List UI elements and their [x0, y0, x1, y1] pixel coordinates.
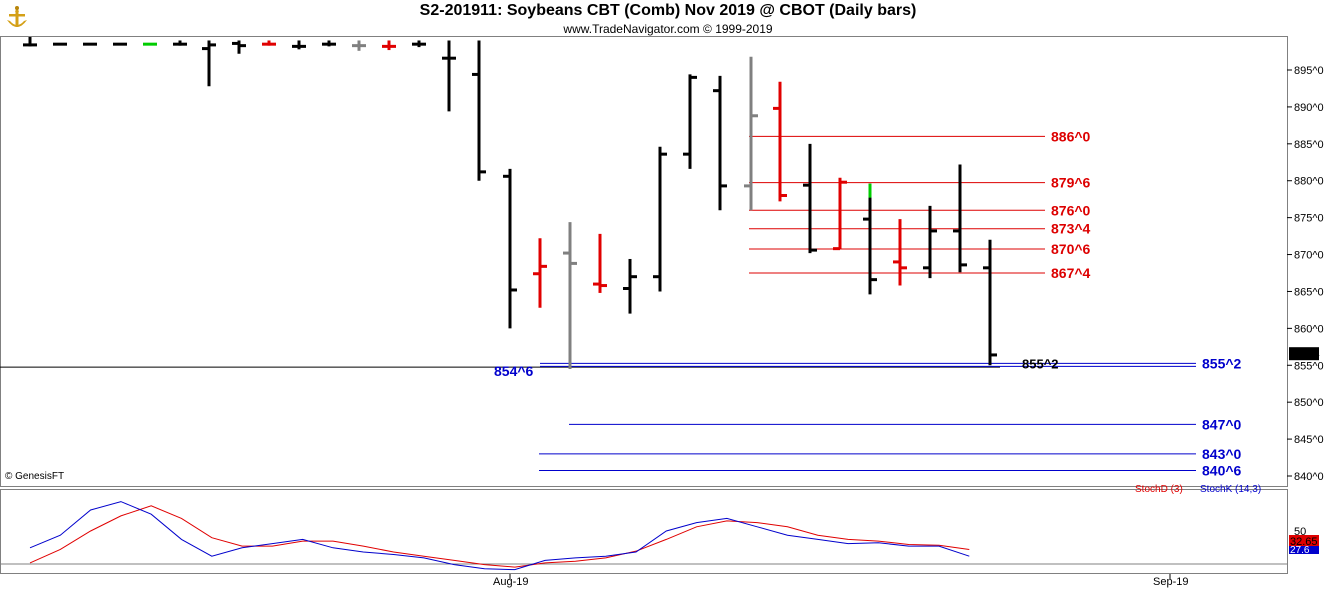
price-bar	[593, 233, 607, 293]
price-bar	[803, 143, 817, 254]
y-tick-label: 870^0	[1294, 250, 1324, 262]
y-tick-label: 840^0	[1294, 471, 1324, 483]
price-bar	[442, 40, 456, 112]
price-bar	[533, 238, 547, 308]
price-bar	[83, 42, 97, 46]
price-bar	[412, 40, 426, 48]
x-axis: Aug-19 Sep-19	[493, 574, 1188, 588]
price-bar	[262, 40, 276, 46]
y-tick-label: 865^0	[1294, 286, 1324, 298]
price-bar	[232, 40, 246, 54]
price-bars	[23, 37, 997, 369]
price-bar	[893, 219, 907, 286]
y-tick-label: 880^0	[1294, 176, 1324, 188]
stoch-d-value: 32.65	[1290, 536, 1318, 548]
price-bar	[322, 40, 336, 47]
price-bar	[202, 40, 216, 87]
red-level-label: 879^6	[1051, 175, 1091, 191]
price-bar	[653, 146, 667, 292]
price-bar	[863, 183, 877, 295]
red-level-label: 873^4	[1051, 221, 1091, 237]
price-bar	[623, 258, 637, 314]
price-bar	[53, 42, 67, 46]
red-level-label: 867^4	[1051, 265, 1091, 281]
chart-title: S2-201911: Soybeans CBT (Comb) Nov 2019 …	[419, 2, 917, 19]
y-tick-label: 860^0	[1294, 323, 1324, 335]
x-tick-label: Aug-19	[493, 576, 528, 588]
y-tick-label: 895^0	[1294, 65, 1324, 77]
trade-navigator-logo-icon	[4, 4, 30, 37]
stoch-d-value-box	[1289, 535, 1319, 547]
price-bar	[923, 205, 937, 279]
price-bar	[683, 74, 697, 169]
price-bar	[23, 37, 37, 47]
price-panel-frame	[0, 36, 1288, 487]
copyright-label: © GenesisFT	[5, 471, 64, 482]
y-tick-label: 885^0	[1294, 139, 1324, 151]
low-level-label: 854^6	[494, 363, 534, 379]
last-price-box	[1289, 347, 1319, 361]
legend-stoch-d: StochD (3)	[1135, 484, 1183, 495]
price-bar	[833, 177, 847, 251]
price-bar	[292, 40, 306, 50]
price-bar	[472, 40, 486, 181]
price-bar	[143, 42, 157, 46]
blue-level-label: 847^0	[1202, 416, 1242, 432]
y-tick-label: 850^0	[1294, 397, 1324, 409]
price-bar	[173, 40, 187, 46]
price-bar	[983, 239, 997, 366]
price-bar	[113, 42, 127, 46]
y-tick-label: 845^0	[1294, 434, 1324, 446]
price-bar	[953, 164, 967, 273]
price-bar	[713, 75, 727, 211]
blue-level-label: 843^0	[1202, 446, 1242, 462]
stoch-k-line	[29, 501, 970, 571]
y-tick-label: 855^0	[1294, 360, 1324, 372]
stoch-d-line	[29, 505, 970, 568]
chart-subtitle: www.TradeNavigator.com © 1999-2019	[563, 22, 773, 36]
y-tick-label: 890^0	[1294, 102, 1324, 114]
stoch-k-value-box	[1289, 546, 1319, 554]
stoch-panel-frame	[0, 489, 1288, 574]
low-level-label-right: 855^2	[1022, 356, 1059, 371]
price-bar	[773, 81, 787, 202]
red-level-label: 886^0	[1051, 128, 1091, 144]
last-price-label: 856^4	[1290, 349, 1320, 361]
red-level-label: 870^6	[1051, 241, 1091, 257]
price-bar	[382, 40, 396, 51]
blue-level-label: 840^6	[1202, 462, 1242, 478]
price-axis: 895^0 890^0 885^0 880^0 875^0 870^0 865^0 860^0…	[1287, 65, 1324, 483]
price-bar	[563, 222, 577, 369]
y-tick-label: 875^0	[1294, 213, 1324, 225]
stoch-k-value: 27.6	[1290, 545, 1310, 556]
price-bar	[352, 40, 366, 51]
price-bar	[744, 56, 758, 211]
blue-level-label: 855^2	[1202, 355, 1242, 371]
x-tick-label: Sep-19	[1153, 576, 1188, 588]
red-level-label: 876^0	[1051, 202, 1091, 218]
price-levels: 886^0 879^6 876^0 873^4 870^6 867^4 854^6 855^2…	[0, 128, 1242, 478]
price-bar	[503, 168, 517, 329]
legend-stoch-k: StochK (14,3)	[1200, 484, 1261, 495]
